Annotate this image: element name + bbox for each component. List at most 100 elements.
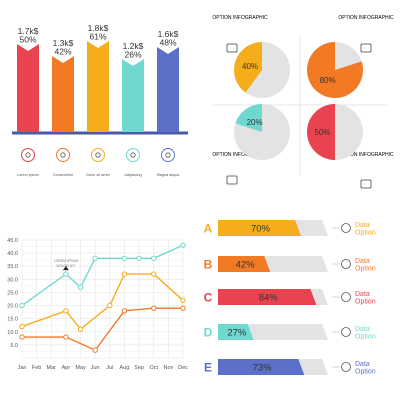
bar-value-label: 1.7k$ [18,26,39,36]
annotation-label: LOREM IPSUM [54,259,79,263]
series-point [121,255,128,262]
series-point [77,284,84,290]
annotation-marker [62,266,69,271]
series-line [21,273,184,331]
pie-slice [235,104,262,132]
x-tick-label: Oct [149,365,158,371]
hbar-category-letter: C [204,291,213,305]
bar-category-label: Consectetur [53,173,74,177]
series-point [92,347,98,353]
series-point [180,242,186,248]
bar-value-label: 1.3k$ [53,38,74,48]
series-point [121,308,128,314]
series-point [151,305,157,311]
series-point [19,323,25,330]
icon-glyph [341,259,351,269]
pie-percent-label: 40% [242,62,258,71]
y-tick-label: 45.0 [7,238,18,244]
x-tick-label: Mar [47,365,57,371]
bar-value-label: 1.8k$ [88,23,109,33]
series-point [151,255,157,262]
icon-glyph [130,152,136,158]
icon-ring [21,148,35,162]
option-subtitle: Option [355,299,376,306]
series-point [77,326,84,332]
x-tick-label: Apr [62,365,71,371]
y-tick-label: 15.0 [7,317,18,323]
icon-glyph [341,362,351,372]
option-subtitle: Option [355,230,376,237]
hbar-fill [218,256,271,272]
pie-slice [234,42,262,93]
icon-glyph [360,43,372,53]
y-tick-label: 40.0 [7,251,18,257]
icon-ring [161,148,175,162]
option-title: Data [355,361,370,368]
series-point [121,271,128,277]
bar-category-label: Magna aliqua [157,173,181,177]
presentation-icon [341,327,351,337]
x-tick-label: Jun [91,365,100,371]
icon-glyph [25,152,31,158]
pie-title: OPTION INFOGRAPHIC [212,15,268,21]
series-point [180,305,186,311]
option-title: Data [355,291,370,298]
chart-icon [341,259,351,269]
x-tick-label: Sep [134,365,144,371]
head-gear-icon [341,223,351,233]
series-point [180,297,186,304]
hbar-fill [218,220,301,236]
pie-slice [307,104,335,160]
y-tick-label: 20.0 [7,304,18,310]
y-tick-label: 30.0 [7,277,18,283]
bar-percent-label: 50% [19,35,36,45]
award-icon [21,148,35,162]
bar-value-label: 1.2k$ [123,41,144,51]
option-title: Data [355,222,370,229]
hbar-value-label: 27% [227,328,247,339]
y-tick-label: 10.0 [7,330,18,336]
hbar-fill [218,359,305,375]
hbar-category-letter: E [204,361,212,375]
icon-glyph [226,43,238,53]
x-tick-label: Nov [163,365,173,371]
line-chart: Jan Feb Mar Apr May Jun Jul Aug Sep Oct Nov Dec 5.0 1… [7,238,188,371]
series-line [21,244,184,307]
money-growth-icon [226,175,238,185]
pie-percent-label: 50% [314,128,330,137]
pie-slice [307,41,363,99]
series-point [63,308,69,314]
clock-icon [161,148,175,162]
x-tick-label: Dec [178,365,188,371]
series-point [107,302,113,309]
bar [157,47,179,132]
bar-percent-label: 61% [89,32,106,42]
magnifier-icon [341,362,351,372]
series-point [151,271,157,277]
icon-ring [56,148,70,162]
bar-percent-label: 42% [54,47,71,57]
pie-title: OPTION INFOGRAPHIC [338,15,394,21]
x-tick-label: Feb [32,365,41,371]
icon-glyph [226,175,238,185]
icon-glyph [95,152,101,158]
bar [17,44,39,132]
series-point [19,302,25,309]
bar-chart: 1.7k$50% Lorem ipsum 1.3k$42% Consectetur 1.… [12,23,188,177]
option-title: Data [355,258,370,265]
x-tick-label: Aug [120,365,130,371]
banknote-icon [360,179,372,189]
icon-glyph [341,327,351,337]
icon-ring [91,148,105,162]
bar [122,59,144,132]
icon-glyph [165,152,171,158]
pie-percent-label: 80% [320,76,336,85]
pie-percent-label: 20% [247,118,263,127]
pie-charts: OPTION INFOGRAPHIC OPTION INFOGRAPHIC OP… [212,15,394,189]
hbar-value-label: 42% [236,260,256,271]
hbar-category-letter: B [204,258,213,272]
lightbulb-icon [91,148,105,162]
hbar-value-label: 84% [259,293,279,304]
